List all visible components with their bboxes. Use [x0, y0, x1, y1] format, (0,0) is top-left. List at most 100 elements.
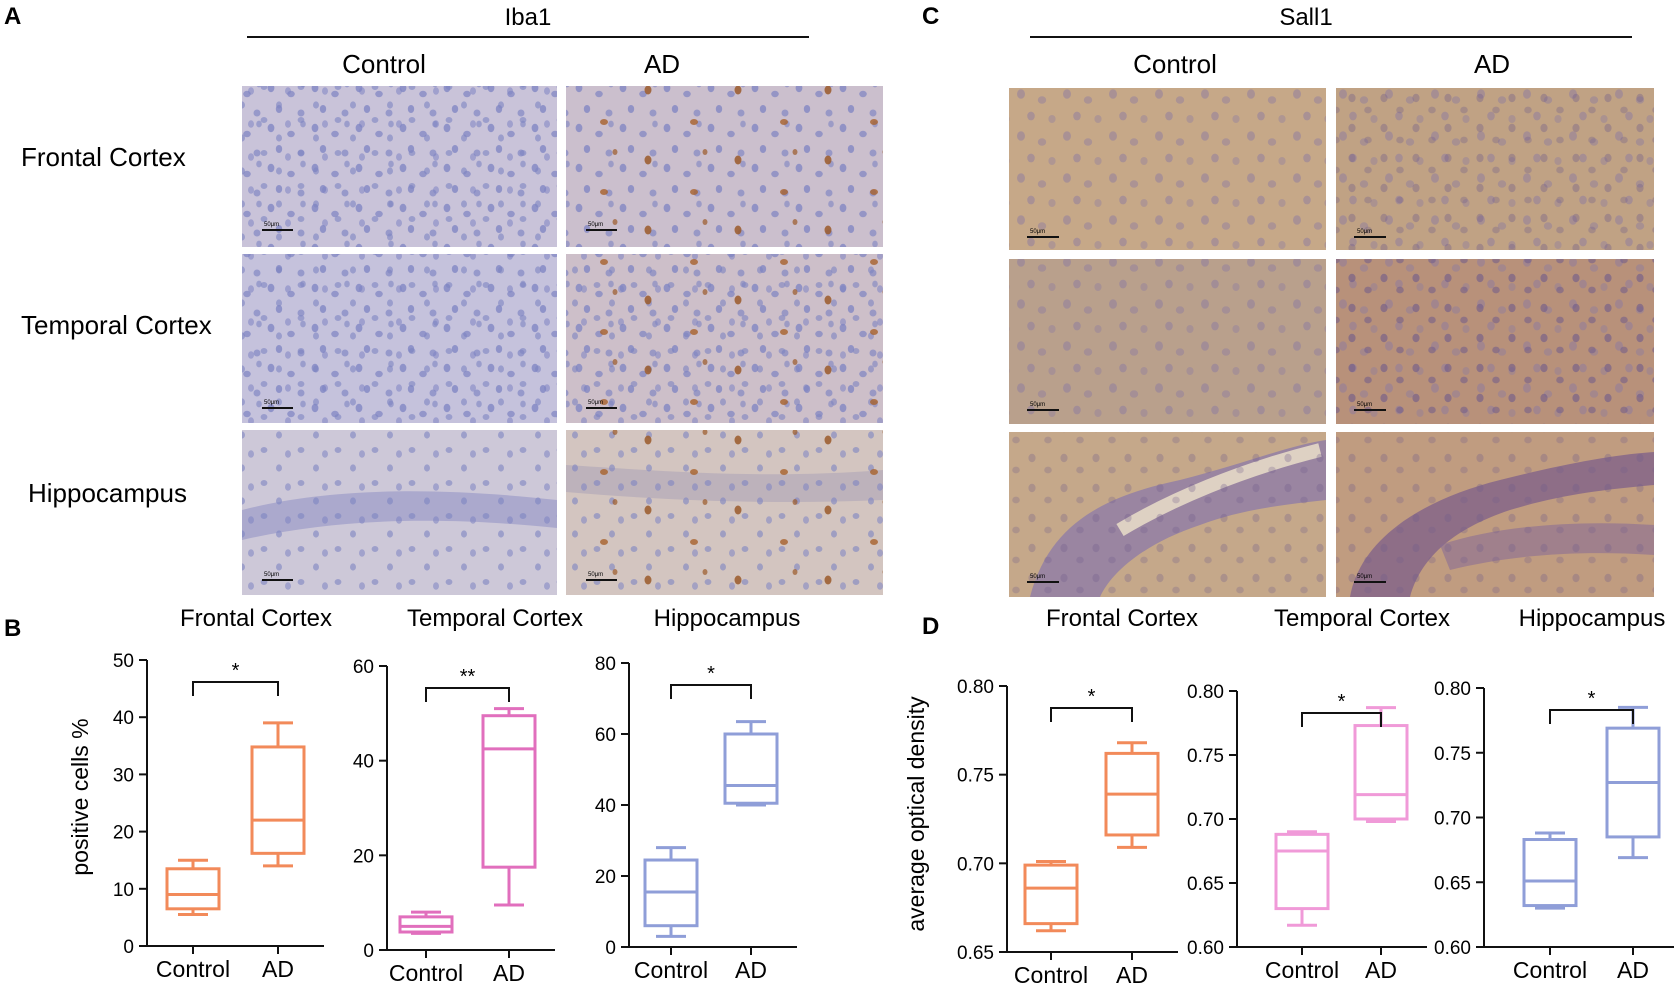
y-tick-label: 0.60 — [1434, 938, 1471, 959]
x-tick-label: Control — [389, 960, 463, 985]
micrograph-iba1-ad-frontal: 50μm — [566, 86, 883, 247]
y-tick-label: 0.80 — [957, 677, 994, 698]
x-tick-label: Control — [1014, 962, 1088, 985]
micrograph-sall1-control-temporal: 50μm — [1009, 259, 1326, 424]
y-tick-label: 0.80 — [1434, 679, 1471, 700]
x-tick-label: AD — [493, 960, 525, 985]
scale-bar-label: 50μm — [1357, 574, 1372, 580]
significance-label: ** — [460, 666, 476, 688]
micrograph-iba1-control-frontal: 50μm — [242, 86, 557, 247]
chart-title: Frontal Cortex — [1046, 605, 1198, 632]
y-tick-label: 20 — [113, 823, 134, 844]
panel-b-ylabel: positive cells % — [67, 718, 93, 875]
significance-bracket — [670, 684, 752, 699]
y-tick-label: 0.65 — [1187, 874, 1224, 895]
box-iqr — [1023, 863, 1079, 926]
y-tick-label: 0.70 — [957, 854, 994, 875]
chart-title: Hippocampus — [1519, 605, 1666, 632]
y-tick-label: 0.70 — [1434, 809, 1471, 830]
x-tick-label: AD — [1365, 957, 1397, 983]
panel-c-letter: C — [922, 3, 939, 30]
chart-title: Hippocampus — [654, 605, 801, 632]
box-iqr — [1353, 724, 1409, 821]
x-tick-label: AD — [1116, 962, 1148, 985]
micrograph-sall1-ad-hippocampus: 50μm — [1336, 432, 1654, 597]
box-iqr — [723, 732, 779, 805]
y-tick-label: 0.70 — [1187, 810, 1224, 831]
scale-bar-label: 50μm — [1030, 229, 1045, 235]
micrograph-iba1-ad-hippocampus: 50μm — [566, 430, 883, 595]
micrograph-sall1-ad-temporal: 50μm — [1336, 259, 1654, 424]
y-tick-label: 0 — [363, 941, 374, 962]
box-iqr — [1274, 832, 1330, 911]
y-tick-label: 0 — [605, 938, 616, 959]
micrograph-iba1-control-temporal: 50μm — [242, 254, 557, 423]
y-tick-label: 20 — [595, 867, 616, 888]
box-iqr — [250, 745, 306, 855]
panel-a-letter: A — [4, 3, 21, 30]
significance-bracket — [1301, 712, 1382, 727]
micrograph-sall1-control-hippocampus: 50μm — [1009, 432, 1326, 597]
significance-bracket — [425, 687, 510, 702]
box-iqr — [481, 714, 537, 869]
x-tick-label: Control — [1513, 957, 1587, 983]
scale-bar-label: 50μm — [588, 222, 603, 228]
panel-c-col-ad: AD — [1474, 49, 1510, 79]
y-tick-label: 0.65 — [957, 943, 994, 964]
y-tick-label: 0.65 — [1434, 873, 1471, 894]
y-tick-label: 0.80 — [1187, 682, 1224, 703]
scale-bar-label: 50μm — [264, 222, 279, 228]
micrograph-iba1-ad-temporal: 50μm — [566, 254, 883, 423]
micrograph-iba1-control-hippocampus: 50μm — [242, 430, 557, 595]
y-tick-label: 60 — [353, 657, 374, 678]
significance-bracket — [192, 681, 279, 696]
y-tick-label: 0.75 — [1187, 746, 1224, 767]
panel-a-row-hippocampus: Hippocampus — [28, 478, 187, 508]
significance-label: * — [1588, 688, 1596, 710]
scale-bar-label: 50μm — [264, 572, 279, 578]
y-tick-label: 40 — [353, 752, 374, 773]
scale-bar-label: 50μm — [1357, 402, 1372, 408]
y-tick-label: 30 — [113, 765, 134, 786]
chart-title: Frontal Cortex — [180, 605, 332, 632]
box-iqr — [398, 915, 454, 934]
x-tick-label: AD — [1617, 957, 1649, 983]
significance-label: * — [1088, 686, 1096, 708]
significance-bracket — [1549, 709, 1634, 724]
significance-label: * — [1338, 691, 1346, 713]
significance-label: * — [707, 663, 715, 685]
y-tick-label: 0.75 — [957, 766, 994, 787]
panel-a-row-temporal: Temporal Cortex — [21, 310, 212, 340]
y-tick-label: 10 — [113, 880, 134, 901]
scale-bar-label: 50μm — [264, 400, 279, 406]
y-tick-label: 0 — [123, 937, 134, 958]
y-tick-label: 40 — [595, 796, 616, 817]
chart-title: Temporal Cortex — [407, 605, 583, 632]
panel-d-ylabel: average optical density — [903, 696, 929, 932]
y-tick-label: 80 — [595, 654, 616, 675]
x-tick-label: Control — [1265, 957, 1339, 983]
x-tick-label: AD — [262, 956, 294, 982]
scale-bar-label: 50μm — [1030, 402, 1045, 408]
significance-label: * — [232, 660, 240, 682]
y-tick-label: 40 — [113, 708, 134, 729]
chart-title: Temporal Cortex — [1274, 605, 1450, 632]
x-tick-label: Control — [156, 956, 230, 982]
scale-bar-label: 50μm — [588, 400, 603, 406]
micrograph-sall1-ad-frontal: 50μm — [1336, 88, 1654, 250]
y-tick-label: 0.60 — [1187, 938, 1224, 959]
box-iqr — [165, 867, 221, 911]
panel-c-stain-title: Sall1 — [1279, 4, 1332, 31]
panel-b-letter: B — [4, 615, 21, 642]
scale-bar-label: 50μm — [1357, 229, 1372, 235]
significance-bracket — [1050, 707, 1133, 722]
panel-c-col-control: Control — [1133, 49, 1217, 79]
panel-a-row-frontal: Frontal Cortex — [21, 142, 186, 172]
panel-a-col-ad: AD — [644, 49, 680, 79]
panel-a-stain-title: Iba1 — [505, 4, 552, 31]
box-iqr — [1522, 838, 1578, 908]
x-tick-label: Control — [634, 957, 708, 983]
y-tick-label: 20 — [353, 846, 374, 867]
x-tick-label: AD — [735, 957, 767, 983]
